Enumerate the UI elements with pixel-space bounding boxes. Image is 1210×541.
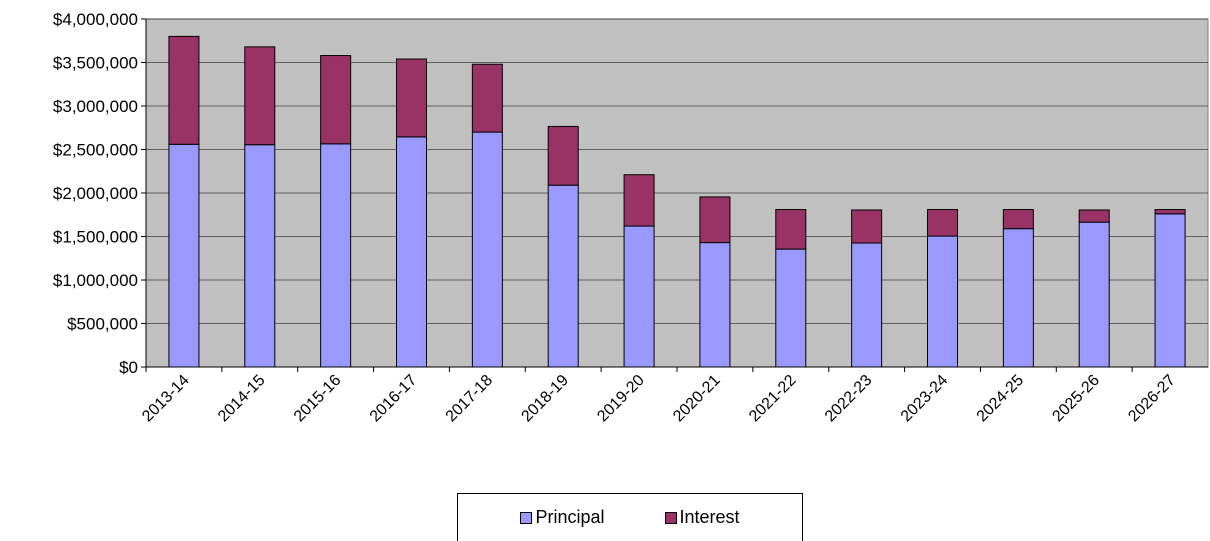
y-tick-label: $2,000,000 bbox=[53, 184, 138, 203]
y-tick-label: $2,500,000 bbox=[53, 141, 138, 160]
bar-principal-2014-15 bbox=[244, 144, 276, 368]
x-tick-label: 2026-27 bbox=[1125, 372, 1179, 426]
x-tick-label: 2025-26 bbox=[1050, 372, 1104, 426]
bar-principal-2021-22 bbox=[775, 248, 807, 368]
bar-interest-2014-15 bbox=[244, 46, 276, 146]
legend-swatch-interest bbox=[664, 511, 677, 524]
bar-interest-2018-19 bbox=[547, 125, 579, 186]
legend-label-principal: Principal bbox=[535, 507, 605, 527]
bar-principal-2023-24 bbox=[927, 235, 958, 368]
bar-interest-2013-14 bbox=[168, 35, 200, 145]
bar-interest-2022-23 bbox=[851, 209, 883, 244]
bars bbox=[168, 35, 1186, 368]
legend-item-principal: Principal bbox=[520, 507, 605, 528]
x-tick-label: 2019-20 bbox=[594, 372, 648, 426]
legend-item-interest: Interest bbox=[664, 507, 740, 528]
y-axis-ticks: $0 $500,000 $1,000,000 $1,500,000 $2,000,000… bbox=[53, 10, 146, 377]
x-tick-label: 2020-21 bbox=[670, 372, 724, 426]
legend: Principal Interest bbox=[457, 493, 803, 541]
y-tick-label: $4,000,000 bbox=[53, 10, 138, 29]
bar-interest-2025-26 bbox=[1078, 209, 1110, 223]
bar-principal-2020-21 bbox=[699, 242, 731, 368]
bar-interest-2023-24 bbox=[927, 209, 958, 237]
bar-principal-2024-25 bbox=[1002, 228, 1034, 368]
x-tick-label: 2018-19 bbox=[519, 372, 573, 426]
legend-swatch-principal bbox=[520, 511, 533, 524]
y-tick-label: $0 bbox=[119, 358, 138, 377]
bar-interest-2020-21 bbox=[699, 196, 731, 244]
x-axis-ticks: 2013-14 2014-15 2015-16 2016-17 2017-18 2018-… bbox=[139, 367, 1179, 425]
x-tick-label: 2015-16 bbox=[291, 372, 345, 426]
bar-principal-2022-23 bbox=[851, 242, 883, 368]
bar-principal-2015-16 bbox=[320, 143, 352, 368]
x-tick-label: 2023-24 bbox=[898, 372, 952, 426]
bar-interest-2017-18 bbox=[471, 63, 503, 133]
bar-principal-2019-20 bbox=[623, 225, 655, 368]
x-tick-label: 2014-15 bbox=[215, 372, 269, 426]
bar-interest-2026-27 bbox=[1154, 209, 1186, 215]
bar-interest-2016-17 bbox=[396, 58, 427, 138]
bar-interest-2015-16 bbox=[320, 55, 352, 145]
y-tick-label: $3,000,000 bbox=[53, 97, 138, 116]
bar-principal-2017-18 bbox=[471, 131, 503, 368]
bar-interest-2019-20 bbox=[623, 174, 655, 227]
bar-principal-2016-17 bbox=[396, 136, 427, 368]
x-tick-label: 2022-23 bbox=[822, 372, 876, 426]
y-tick-label: $500,000 bbox=[67, 315, 138, 334]
stacked-bar-chart: $0 $500,000 $1,000,000 $1,500,000 $2,000,000… bbox=[53, 10, 1209, 425]
bar-interest-2021-22 bbox=[775, 209, 807, 250]
x-tick-label: 2013-14 bbox=[139, 372, 193, 426]
bar-interest-2024-25 bbox=[1002, 209, 1034, 230]
bar-principal-2025-26 bbox=[1078, 221, 1110, 368]
x-tick-label: 2024-25 bbox=[974, 372, 1028, 426]
bar-principal-2018-19 bbox=[547, 184, 579, 368]
y-tick-label: $1,500,000 bbox=[53, 228, 138, 247]
bar-principal-2013-14 bbox=[168, 143, 200, 368]
x-tick-label: 2017-18 bbox=[443, 372, 497, 426]
y-tick-label: $3,500,000 bbox=[53, 54, 138, 73]
x-tick-label: 2021-22 bbox=[746, 372, 800, 426]
legend-label-interest: Interest bbox=[679, 507, 740, 527]
x-tick-label: 2016-17 bbox=[367, 372, 421, 426]
bar-principal-2026-27 bbox=[1154, 213, 1186, 368]
y-tick-label: $1,000,000 bbox=[53, 271, 138, 290]
